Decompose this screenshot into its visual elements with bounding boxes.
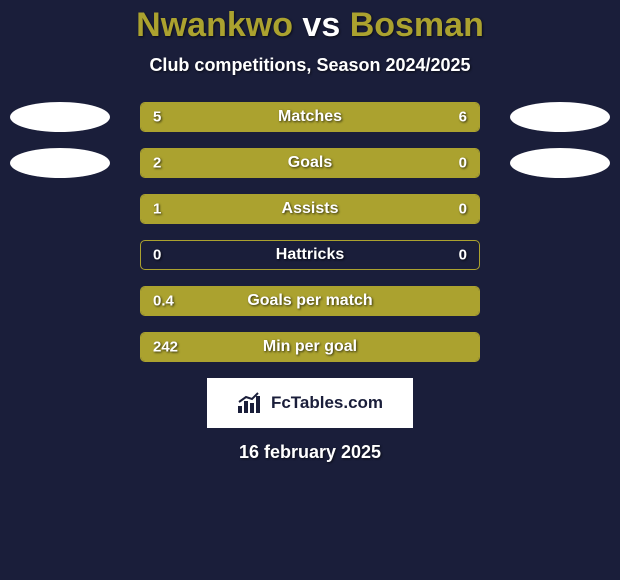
- player1-avatar: [10, 102, 110, 132]
- bar-fill-right: [405, 195, 479, 223]
- stat-row: 5 Matches 6: [0, 102, 620, 132]
- stat-row: 0 Hattricks 0: [0, 240, 620, 270]
- subtitle: Club competitions, Season 2024/2025: [0, 55, 620, 76]
- page-title: Nwankwo vs Bosman: [0, 6, 620, 45]
- bar-fill-left: [141, 103, 295, 131]
- left-value: 5: [153, 109, 161, 126]
- stat-bar: 0.4 Goals per match: [140, 286, 480, 316]
- right-value: 6: [459, 109, 467, 126]
- metric-label: Goals: [288, 154, 332, 172]
- stat-bar: 0 Hattricks 0: [140, 240, 480, 270]
- left-value: 242: [153, 339, 178, 356]
- stat-rows: 5 Matches 6 2 Goals 0 1 Ass: [0, 102, 620, 362]
- bar-fill-left: [141, 195, 405, 223]
- player2-avatar: [510, 148, 610, 178]
- brand-text: FcTables.com: [271, 393, 383, 413]
- stat-row: 2 Goals 0: [0, 148, 620, 178]
- stat-row: 0.4 Goals per match: [0, 286, 620, 316]
- bar-fill-left: [141, 149, 405, 177]
- brand-badge: FcTables.com: [207, 378, 413, 428]
- bar-fill-right: [405, 149, 479, 177]
- stat-row: 242 Min per goal: [0, 332, 620, 362]
- left-value: 0.4: [153, 293, 174, 310]
- comparison-card: Nwankwo vs Bosman Club competitions, Sea…: [0, 0, 620, 463]
- metric-label: Matches: [278, 108, 342, 126]
- metric-label: Hattricks: [276, 246, 344, 264]
- left-value: 1: [153, 201, 161, 218]
- vs-label: vs: [302, 6, 340, 44]
- right-value: 0: [459, 247, 467, 264]
- left-value: 0: [153, 247, 161, 264]
- stat-row: 1 Assists 0: [0, 194, 620, 224]
- date-label: 16 february 2025: [0, 442, 620, 463]
- left-value: 2: [153, 155, 161, 172]
- player2-name: Bosman: [350, 6, 484, 44]
- player2-avatar: [510, 102, 610, 132]
- stat-bar: 1 Assists 0: [140, 194, 480, 224]
- player1-name: Nwankwo: [136, 6, 293, 44]
- metric-label: Min per goal: [263, 338, 357, 356]
- right-value: 0: [459, 155, 467, 172]
- brand-chart-icon: [237, 392, 265, 414]
- stat-bar: 242 Min per goal: [140, 332, 480, 362]
- metric-label: Assists: [282, 200, 339, 218]
- metric-label: Goals per match: [247, 292, 372, 310]
- stat-bar: 5 Matches 6: [140, 102, 480, 132]
- stat-bar: 2 Goals 0: [140, 148, 480, 178]
- player1-avatar: [10, 148, 110, 178]
- right-value: 0: [459, 201, 467, 218]
